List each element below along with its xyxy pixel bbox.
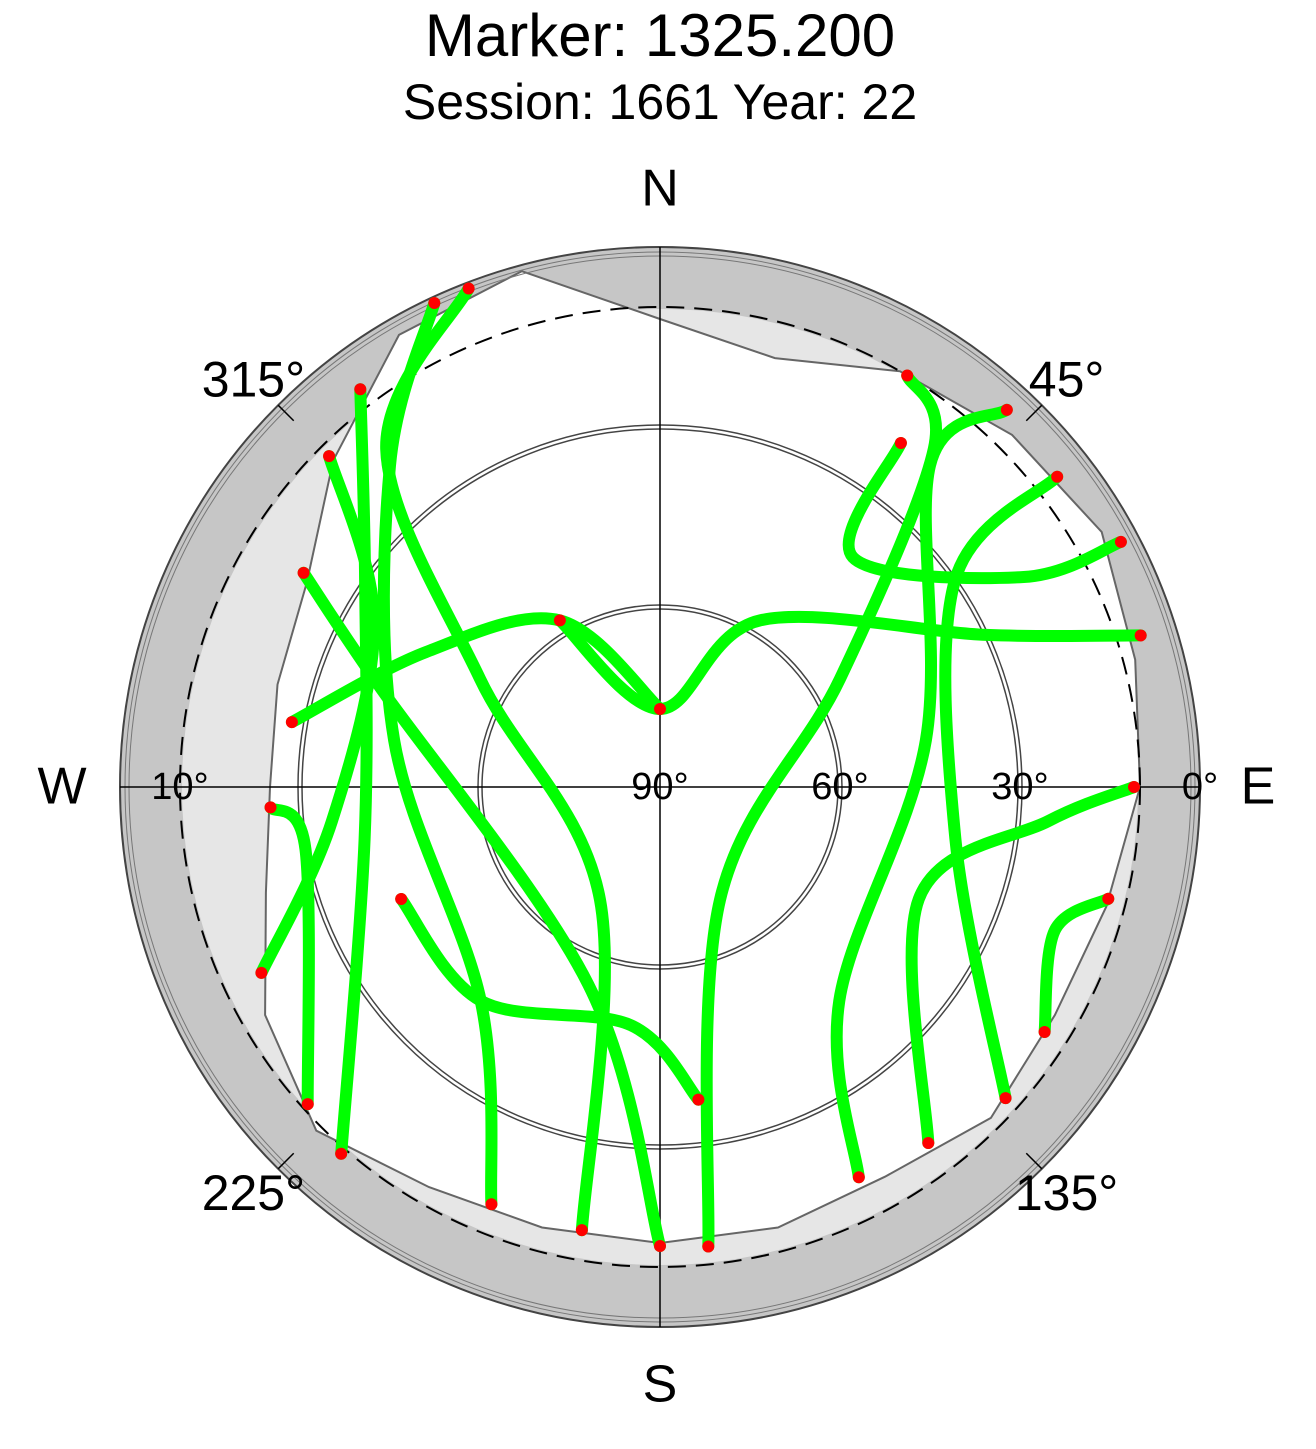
track-endpoint — [255, 966, 268, 979]
azimuth-label: 135° — [1015, 1165, 1118, 1221]
track-endpoint — [1038, 1026, 1051, 1039]
track-endpoint — [1128, 781, 1140, 793]
track-endpoint — [428, 297, 441, 310]
satellite-track — [264, 801, 315, 1111]
track-endpoint — [301, 1098, 314, 1111]
satellite-track — [830, 403, 1013, 1184]
elevation-label: 0° — [1182, 766, 1218, 808]
satellite-track — [939, 470, 1064, 1105]
track-endpoint — [335, 1147, 348, 1160]
chart-subtitle: Session: 1661 Year: 22 — [403, 74, 917, 130]
azimuth-label: 315° — [202, 352, 305, 408]
track-endpoint — [901, 369, 914, 382]
track-endpoint — [1114, 535, 1127, 548]
track-endpoint — [285, 716, 298, 729]
track-endpoint — [999, 1092, 1012, 1105]
track-endpoint — [297, 566, 310, 579]
elevation-label: 60° — [811, 766, 868, 808]
track-endpoint — [654, 703, 666, 715]
track-endpoint — [692, 1093, 705, 1106]
azimuth-tick — [277, 404, 295, 422]
satellite-track — [905, 781, 1140, 1149]
track-endpoint — [575, 1224, 588, 1237]
satellite-track — [377, 297, 498, 1211]
track-endpoint — [894, 436, 907, 449]
azimuth-tick — [277, 1152, 295, 1170]
chart-title: Marker: 1325.200 — [425, 2, 895, 69]
azimuth-tick — [1025, 404, 1043, 422]
track-endpoint — [354, 383, 367, 396]
satellite-track — [842, 437, 1127, 585]
track-endpoint — [553, 614, 566, 627]
satellite-track — [285, 612, 666, 729]
satellite-track — [380, 282, 611, 1237]
satellite-track — [553, 610, 1147, 715]
track-endpoint — [485, 1198, 498, 1211]
track-endpoint — [462, 282, 475, 295]
satellite-track — [297, 566, 666, 1252]
track-endpoint — [395, 892, 408, 905]
azimuth-label: 45° — [1029, 352, 1105, 408]
elevation-label: 30° — [991, 766, 1048, 808]
azimuth-label: E — [1241, 758, 1276, 816]
azimuth-label: N — [641, 160, 679, 218]
satellite-track — [255, 450, 381, 979]
track-endpoint — [1000, 403, 1013, 416]
track-endpoint — [702, 1240, 715, 1253]
track-endpoint — [654, 1240, 666, 1252]
track-endpoint — [852, 1171, 865, 1184]
satellite-track — [395, 893, 705, 1106]
azimuth-label: 225° — [202, 1165, 305, 1221]
elevation-label: 90° — [631, 766, 688, 808]
track-endpoint — [1102, 892, 1115, 905]
azimuth-label: S — [643, 1356, 678, 1414]
track-endpoint — [323, 450, 336, 463]
azimuth-label: W — [37, 758, 86, 816]
track-endpoint — [1051, 470, 1064, 483]
track-endpoint — [264, 801, 277, 814]
track-endpoint — [922, 1137, 935, 1150]
satellite-track — [335, 383, 373, 1160]
elevation-label: 10° — [151, 766, 208, 808]
satellite-track — [1038, 892, 1115, 1038]
azimuth-tick — [1025, 1152, 1043, 1170]
track-endpoint — [1134, 629, 1147, 642]
